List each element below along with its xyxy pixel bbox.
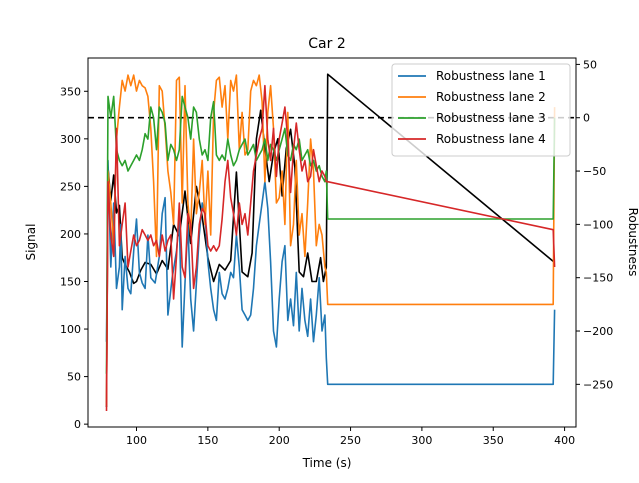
legend-label: Robustness lane 1 [436,69,546,83]
y-tick-label: 250 [60,180,81,193]
plot-frame [87,57,577,428]
chart-title: Car 2 [308,36,345,52]
x-axis: 100 150 200 250 300 350 400 [126,427,575,447]
x-tick-label: 300 [411,434,432,447]
y-tick-label: 300 [60,133,81,146]
y2-tick-label: −150 [583,272,613,285]
y2-tick-label: 50 [583,58,597,71]
y2-tick-label: 0 [583,112,590,125]
y2-axis-label: Robustness [626,208,639,277]
y-axis-left: 0 50 100 150 200 250 300 350 [60,85,88,431]
y-axis-right: 50 0 −50 −100 −150 −200 −250 [576,58,613,391]
y2-tick-label: −200 [583,325,613,338]
y-tick-label: 150 [60,275,81,288]
x-tick-label: 250 [340,434,361,447]
x-tick-label: 350 [483,434,504,447]
y-axis-label: Signal [24,224,38,261]
y-tick-label: 200 [60,228,81,241]
plot-area [88,73,576,412]
series-line-lane-1 [105,159,556,386]
x-axis-label: Time (s) [302,456,352,470]
x-tick-label: 150 [197,434,218,447]
legend-label: Robustness lane 2 [436,90,546,104]
y-tick-label: 0 [74,418,81,431]
legend: Robustness lane 1 Robustness lane 2 Robust… [391,63,571,157]
legend-label: Robustness lane 3 [436,111,546,125]
x-tick-label: 200 [269,434,290,447]
legend-label: Robustness lane 4 [436,132,546,146]
y2-tick-label: −50 [583,165,606,178]
y-tick-label: 50 [67,371,81,384]
series-line-lane-4 [105,84,556,412]
x-tick-label: 400 [554,434,575,447]
legend-box [391,63,571,157]
y2-tick-label: −250 [583,378,613,391]
x-tick-label: 100 [126,434,147,447]
y-tick-label: 100 [60,323,81,336]
series-line-lane-3 [105,95,556,374]
y2-tick-label: −100 [583,218,613,231]
series-line-lane-2 [105,74,556,406]
y-tick-label: 350 [60,85,81,98]
